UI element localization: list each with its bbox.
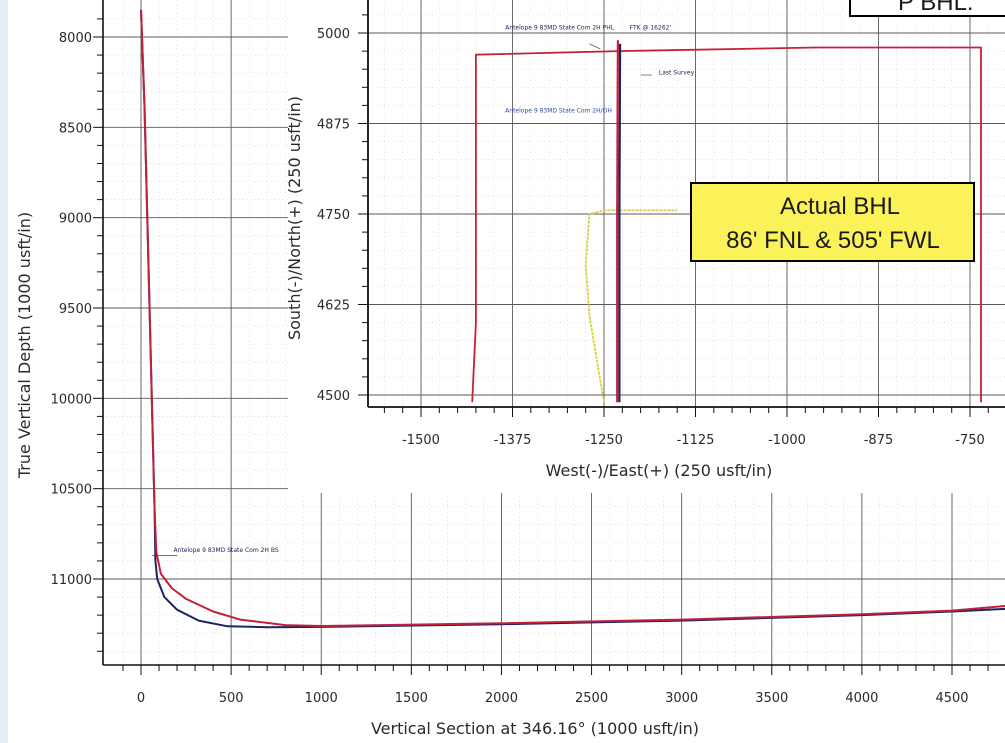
planned-bhl-callout-box — [849, 0, 1005, 17]
main-x-tick-label: 0 — [137, 691, 145, 706]
main-x-axis-label: Vertical Section at 346.16° (1000 usft/i… — [371, 719, 699, 738]
main-x-tick-label: 1000 — [305, 691, 338, 706]
inset-x-tick-label: -1000 — [768, 433, 806, 448]
inset-x-tick-label: -1250 — [585, 433, 623, 448]
main-x-tick-label: 4500 — [935, 691, 968, 706]
inset-series — [471, 40, 982, 403]
inset-x-tick-label: -1375 — [494, 433, 532, 448]
plan-view-inset-chart: -1500 -1375 -1250 -1125 -1000 -875 -750 5000 487… — [285, 0, 1005, 493]
main-tick-labels: 0 500 1000 1500 2000 2500 3000 3500 4000 4500 8000… — [51, 31, 969, 706]
inset-annotation-2: Last Survey — [659, 69, 695, 76]
main-y-tick-label: 9500 — [59, 302, 92, 317]
main-y-tick-label: 10500 — [51, 483, 92, 498]
planned-bhl-callout-line-1: P BHL: — [898, 0, 974, 16]
main-y-tick-label: 9000 — [59, 212, 92, 227]
inset-annotation-3: Antelope 9 83MD State Com 2H/OH — [505, 108, 612, 115]
inset-y-axis-label: South(-)/North(+) (250 usft/in) — [285, 96, 304, 340]
main-axes — [93, 0, 1005, 675]
inset-y-tick-label: 4750 — [317, 208, 350, 223]
main-x-tick-label: 1500 — [395, 691, 428, 706]
planned-bhl-callout: P BHL: — [849, 0, 1005, 17]
inset-axes — [358, 0, 1005, 417]
main-x-tick-label: 2500 — [575, 691, 608, 706]
inset-annotation-1: FTK @ 16262' — [630, 24, 672, 31]
inset-y-tick-label: 5000 — [317, 27, 350, 42]
scan-edge — [0, 0, 8, 743]
actual-bhl-callout: Actual BHL 86' FNL & 505' FWL — [690, 182, 975, 262]
inset-y-tick-label: 4625 — [317, 299, 350, 314]
actual-bhl-callout-line-2: 86' FNL & 505' FWL — [726, 227, 940, 254]
inset-x-tick-label: -750 — [955, 433, 985, 448]
inset-x-tick-label: -875 — [864, 433, 894, 448]
main-y-tick-label: 10000 — [51, 392, 92, 407]
inset-y-tick-label: 4875 — [317, 118, 350, 133]
main-series — [140, 9, 1005, 629]
main-y-axis-label: True Vertical Depth (1000 usft/in) — [15, 212, 34, 479]
inset-tick-labels: -1500 -1375 -1250 -1125 -1000 -875 -750 5000 487… — [317, 27, 985, 448]
inset-series-2 — [618, 43, 622, 403]
main-annotation-0: Antelope 9 83MD State Com 2H BS — [173, 547, 278, 554]
main-y-tick-label: 11000 — [51, 573, 92, 588]
inset-series-3 — [616, 40, 620, 403]
main-x-tick-label: 500 — [219, 691, 244, 706]
main-y-tick-label: 8000 — [59, 31, 92, 46]
inset-x-axis-label: West(-)/East(+) (250 usft/in) — [546, 461, 773, 480]
main-x-tick-label: 4000 — [845, 691, 878, 706]
inset-annotation-0: Antelope 9 83MD State Com 2H PHL — [505, 24, 615, 31]
inset-x-tick-label: -1500 — [402, 433, 440, 448]
main-x-tick-label: 3500 — [755, 691, 788, 706]
main-y-tick-label: 8500 — [59, 121, 92, 136]
inset-x-tick-label: -1125 — [677, 433, 715, 448]
actual-bhl-callout-box — [690, 182, 975, 262]
main-x-tick-label: 2000 — [485, 691, 518, 706]
main-x-tick-label: 3000 — [665, 691, 698, 706]
inset-y-tick-label: 4500 — [317, 389, 350, 404]
main-series-1 — [140, 9, 1005, 627]
inset-annotation-leader — [589, 43, 601, 50]
inset-annotations: Antelope 9 83MD State Com 2H PHL FTK @ 16… — [505, 24, 694, 114]
main-annotations: Antelope 9 83MD State Com 2H BSAnt — [151, 547, 279, 556]
actual-bhl-callout-line-1: Actual BHL — [780, 193, 900, 220]
